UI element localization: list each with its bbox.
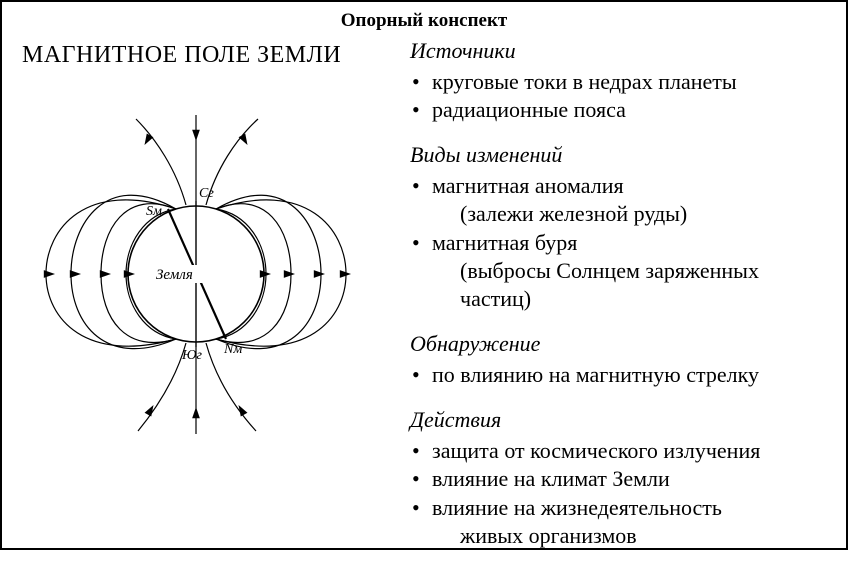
bullet-list: защита от космического излучения влияние … bbox=[410, 437, 826, 550]
section: Действия защита от космического излучения… bbox=[410, 407, 826, 550]
bullet-list: круговые токи в недрах планеты радиационн… bbox=[410, 68, 826, 124]
earth-field-svg: Земля Cг Юг Sм Nм bbox=[26, 109, 366, 439]
section: Источники круговые токи в недрах планеты р… bbox=[410, 38, 826, 124]
bullet-subtext: живых организмов bbox=[432, 522, 826, 550]
bullet-item: влияние на климат Земли bbox=[410, 465, 826, 493]
bullet-item: магнитная буря(выбросы Солнцем заряженны… bbox=[410, 229, 826, 313]
section-title: Действия bbox=[410, 407, 826, 433]
bullet-text: влияние на жизнедеятельность bbox=[432, 495, 722, 520]
section-title: Обнаружение bbox=[410, 331, 826, 357]
bullet-item: влияние на жизнедеятельностьживых органи… bbox=[410, 494, 826, 550]
earth-field-diagram: Земля Cг Юг Sм Nм bbox=[26, 109, 382, 439]
svg-text:Nм: Nм bbox=[223, 342, 242, 357]
page-frame: Опорный конспект МАГНИТНОЕ ПОЛЕ ЗЕМЛИ Зе… bbox=[0, 0, 848, 550]
bullet-item: по влиянию на магнитную стрелку bbox=[410, 361, 826, 389]
section-title: Виды изменений bbox=[410, 142, 826, 168]
bullet-text: магнитная буря bbox=[432, 230, 577, 255]
right-column: Источники круговые токи в недрах планеты р… bbox=[410, 38, 826, 568]
bullet-text: круговые токи в недрах планеты bbox=[432, 69, 737, 94]
bullet-text: радиационные пояса bbox=[432, 97, 626, 122]
section: Виды изменений магнитная аномалия(залежи … bbox=[410, 142, 826, 313]
bullet-text: влияние на климат Земли bbox=[432, 466, 670, 491]
bullet-subtext: (выбросы Солнцем заряженных частиц) bbox=[432, 257, 826, 313]
columns: МАГНИТНОЕ ПОЛЕ ЗЕМЛИ Земля Cг Юг Sм Nм Источ… bbox=[22, 38, 826, 568]
svg-text:Земля: Земля bbox=[156, 267, 193, 283]
bullet-text: магнитная аномалия bbox=[432, 173, 624, 198]
bullet-item: защита от космического излучения bbox=[410, 437, 826, 465]
bullet-item: радиационные пояса bbox=[410, 96, 826, 124]
left-column: МАГНИТНОЕ ПОЛЕ ЗЕМЛИ Земля Cг Юг Sм Nм bbox=[22, 38, 382, 568]
bullet-subtext: (залежи железной руды) bbox=[432, 200, 826, 228]
bullet-text: защита от космического излучения bbox=[432, 438, 760, 463]
section-title: Источники bbox=[410, 38, 826, 64]
bullet-text: по влиянию на магнитную стрелку bbox=[432, 362, 759, 387]
bullet-list: магнитная аномалия(залежи железной руды)… bbox=[410, 172, 826, 313]
svg-text:Cг: Cг bbox=[199, 186, 214, 201]
document-title: Опорный конспект bbox=[22, 10, 826, 32]
svg-text:Sм: Sм bbox=[146, 204, 162, 219]
bullet-list: по влиянию на магнитную стрелку bbox=[410, 361, 826, 389]
svg-text:Юг: Юг bbox=[181, 348, 202, 363]
section: Обнаружение по влиянию на магнитную стрел… bbox=[410, 331, 826, 389]
main-heading: МАГНИТНОЕ ПОЛЕ ЗЕМЛИ bbox=[22, 42, 382, 69]
bullet-item: магнитная аномалия(залежи железной руды) bbox=[410, 172, 826, 228]
bullet-item: круговые токи в недрах планеты bbox=[410, 68, 826, 96]
